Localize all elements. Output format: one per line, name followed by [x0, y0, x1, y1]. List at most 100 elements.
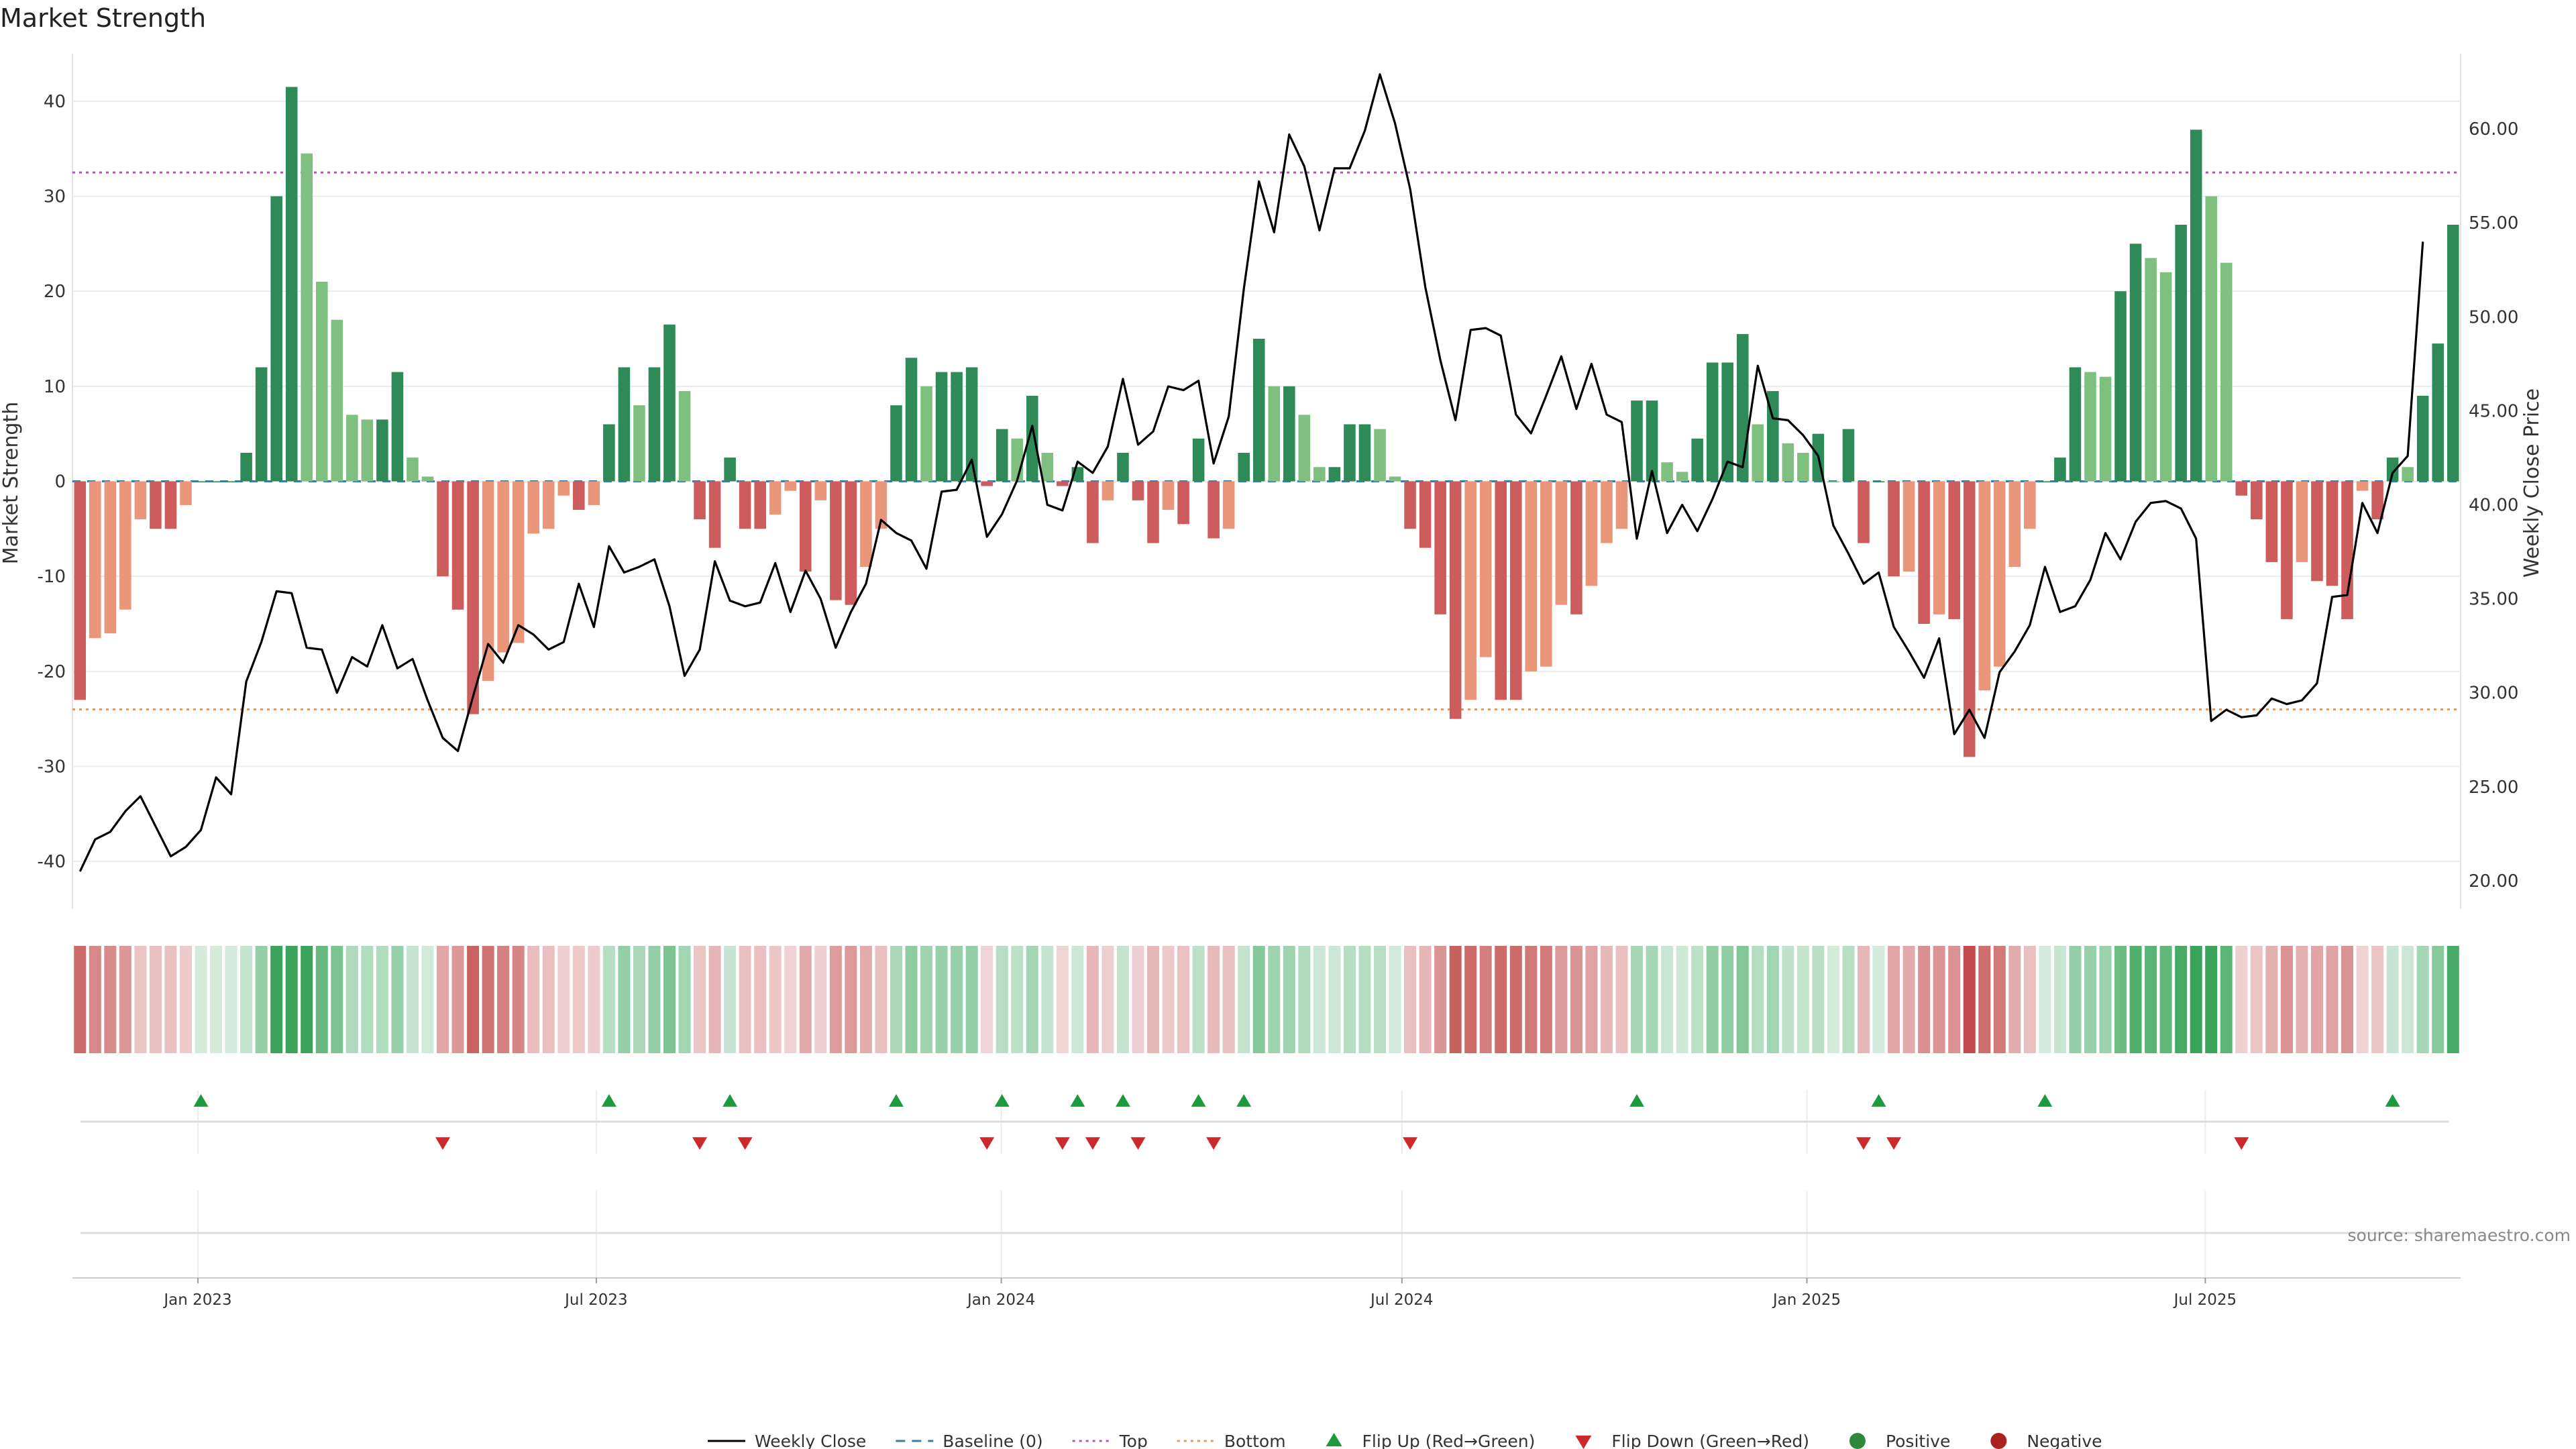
- flip-down-marker: [1886, 1137, 1902, 1150]
- strength-bar: [996, 429, 1008, 482]
- strength-bar: [1177, 481, 1189, 525]
- heatmap-cell: [724, 946, 737, 1053]
- heatmap-cell: [2341, 946, 2354, 1053]
- strength-bar: [890, 405, 902, 482]
- strength-bar: [1102, 481, 1114, 500]
- strength-bar: [2084, 372, 2096, 482]
- legend-label: Weekly Close: [755, 1432, 866, 1449]
- strength-bar: [1434, 481, 1446, 614]
- strength-bar: [2129, 244, 2142, 482]
- heatmap-cell: [981, 946, 994, 1053]
- heatmap-cell: [255, 946, 268, 1053]
- strength-bar: [225, 481, 237, 482]
- strength-bar: [1252, 339, 1265, 482]
- heatmap-cell: [1661, 946, 1674, 1053]
- legend-item: Flip Down (Green→Red): [1575, 1432, 1809, 1449]
- strength-bar: [1192, 438, 1205, 482]
- strength-bar: [2447, 225, 2459, 482]
- strength-bar: [2099, 376, 2112, 482]
- strength-bar: [1631, 400, 1643, 482]
- heatmap-cell: [2386, 946, 2399, 1053]
- heatmap-cell: [1449, 946, 1462, 1053]
- heatmap-cell: [1963, 946, 1976, 1053]
- heatmap-cell: [1812, 946, 1825, 1053]
- legend-label: Negative: [2027, 1432, 2102, 1449]
- strength-bar: [1495, 481, 1507, 700]
- heatmap-cell: [1404, 946, 1417, 1053]
- heatmap-cell: [739, 946, 751, 1053]
- y-tick-label: 30: [44, 187, 66, 207]
- flip-markers-panel: [80, 1090, 2449, 1278]
- heatmap-cell: [1842, 946, 1855, 1053]
- flip-up-marker: [1629, 1094, 1645, 1107]
- heatmap-cell: [2099, 946, 2112, 1053]
- heatmap-cell: [1479, 946, 1492, 1053]
- heatmap-cell: [1358, 946, 1371, 1053]
- strength-bar: [694, 481, 706, 520]
- strength-bar: [754, 481, 766, 529]
- strength-bar: [1570, 481, 1582, 614]
- y2-tick-label: 55.00: [2469, 213, 2518, 233]
- strength-bar: [1993, 481, 2006, 667]
- strength-bar: [1601, 481, 1613, 543]
- strength-bar: [845, 481, 857, 605]
- strength-bar: [1948, 481, 1960, 619]
- x-tick-label: Jan 2023: [162, 1291, 231, 1309]
- heatmap-cell: [225, 946, 237, 1053]
- heatmap-cell: [1071, 946, 1084, 1053]
- strength-bar: [1404, 481, 1416, 529]
- heatmap-cell: [2416, 946, 2429, 1053]
- heatmap-cell: [527, 946, 540, 1053]
- heatmap-cell: [467, 946, 480, 1053]
- strength-bar: [1389, 476, 1401, 482]
- strength-bar: [331, 319, 343, 482]
- strength-bar: [2386, 458, 2399, 482]
- y2-tick-label: 50.00: [2469, 307, 2518, 327]
- heatmap-cell: [1902, 946, 1915, 1053]
- flip-down-marker: [1055, 1137, 1070, 1150]
- x-tick-label: Jul 2024: [1369, 1291, 1434, 1309]
- heatmap-cell: [497, 946, 510, 1053]
- heatmap-cell: [1041, 946, 1054, 1053]
- strength-bar: [1540, 481, 1552, 667]
- flip-down-marker: [1206, 1137, 1222, 1150]
- heatmap-cell: [2159, 946, 2172, 1053]
- strength-bar: [2205, 196, 2218, 482]
- heatmap-cell: [1857, 946, 1870, 1053]
- strength-bar: [618, 367, 631, 482]
- heatmap-cell: [754, 946, 767, 1053]
- heatmap-cell: [2447, 946, 2459, 1053]
- heatmap-cell: [951, 946, 963, 1053]
- strength-bar: [1963, 481, 1976, 757]
- heatmap-cell: [421, 946, 434, 1053]
- heatmap-cell: [2114, 946, 2127, 1053]
- strength-bar: [1328, 467, 1341, 482]
- flip-up-marker: [888, 1094, 904, 1107]
- strength-bar: [1918, 481, 1930, 624]
- heatmap-cell: [1147, 946, 1160, 1053]
- strength-bar: [482, 481, 494, 681]
- strength-bar: [74, 481, 87, 700]
- legend-label: Baseline (0): [943, 1432, 1042, 1449]
- strength-bar: [1298, 415, 1311, 482]
- strength-bar: [180, 481, 192, 505]
- strength-bar: [2432, 343, 2444, 482]
- strength-bar: [860, 481, 872, 567]
- strength-bar: [1752, 424, 1764, 482]
- heatmap-cell: [210, 946, 223, 1053]
- strength-bar: [905, 358, 918, 482]
- flip-down-marker: [1856, 1137, 1871, 1150]
- heatmap-cell: [1600, 946, 1613, 1053]
- strength-bar: [1449, 481, 1462, 719]
- heatmap-cell: [1706, 946, 1719, 1053]
- strength-bar: [164, 481, 177, 529]
- heatmap-cell: [1268, 946, 1281, 1053]
- x-tick-label: Jan 2024: [966, 1291, 1035, 1309]
- heatmap-cell: [1177, 946, 1190, 1053]
- strength-bar: [784, 481, 797, 491]
- strength-bar: [1691, 438, 1703, 482]
- heatmap-cell: [890, 946, 902, 1053]
- heatmap-cell: [2190, 946, 2202, 1053]
- legend-circle-icon: [1849, 1433, 1866, 1449]
- strength-bar: [1736, 333, 1749, 482]
